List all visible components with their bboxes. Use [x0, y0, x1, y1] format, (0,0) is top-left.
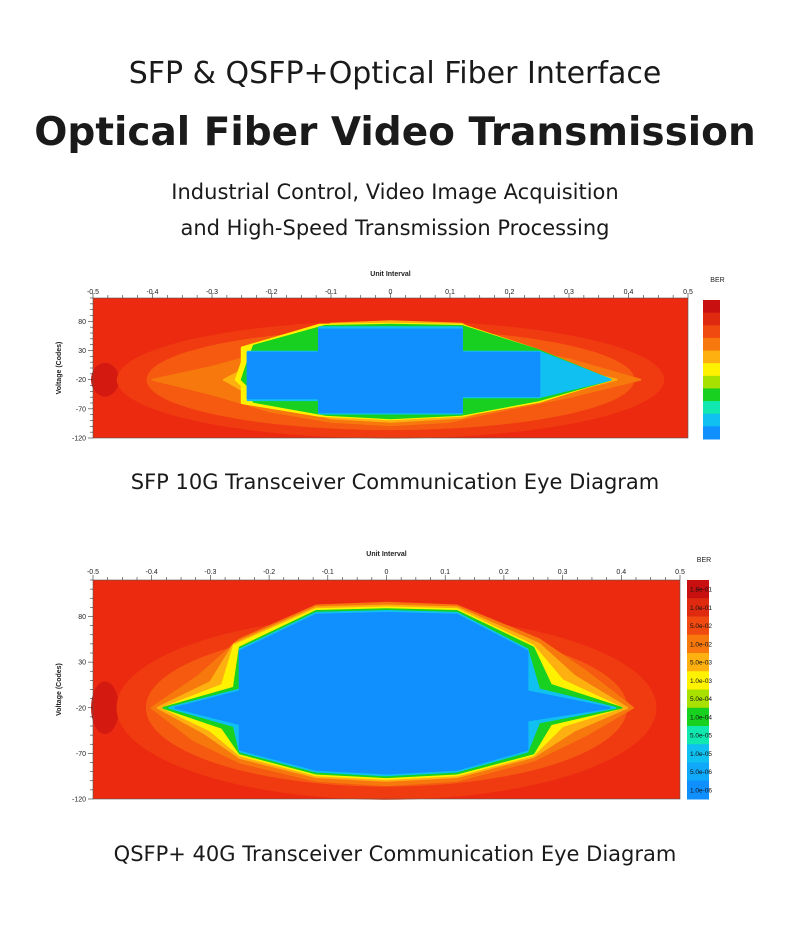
legend-swatch: [687, 762, 709, 782]
legend-label: 5.0e-02: [690, 623, 712, 630]
sfp-chart-caption: SFP 10G Transceiver Communication Eye Di…: [130, 470, 660, 494]
legend-swatch: [687, 689, 709, 709]
y-tick-label: -20: [76, 377, 86, 384]
contour-level-5: [246, 328, 541, 414]
page-title: Optical Fiber Video Transmission: [34, 110, 756, 155]
legend-swatch: [703, 388, 720, 402]
legend-swatch: [703, 337, 720, 352]
legend-title: BER: [697, 557, 711, 564]
legend-swatch: [703, 325, 720, 339]
legend-swatch: [687, 580, 709, 599]
x-tick-label: -0.2: [265, 289, 277, 296]
x-tick-label: -0.3: [206, 289, 218, 296]
legend-title: BER: [710, 277, 724, 284]
y-tick-label: 80: [78, 614, 86, 621]
legend-label: 1.0e-05: [690, 751, 712, 758]
x-tick-label: 0.3: [558, 569, 568, 576]
x-tick-label: -0.5: [87, 569, 99, 576]
legend-label: 1.0e-01: [690, 605, 712, 612]
y-axis-title: Voltage (Codes): [56, 663, 63, 716]
legend-label: 5.0e-05: [690, 733, 712, 740]
legend-swatch: [687, 671, 709, 690]
description-line-2: and High-Speed Transmission Processing: [180, 216, 610, 240]
page-subtitle: SFP & QSFP+Optical Fiber Interface: [128, 56, 662, 91]
contour-level-5: [174, 611, 611, 775]
legend-label: 1.0e-02: [690, 641, 712, 648]
legend-label: 1.8e-01: [690, 587, 712, 594]
qsfp-chart-caption: QSFP+ 40G Transceiver Communication Eye …: [113, 842, 677, 866]
legend-swatch: [687, 780, 709, 800]
x-tick-label: -0.4: [146, 569, 158, 576]
x-tick-label: -0.5: [87, 289, 99, 296]
y-tick-label: 30: [78, 660, 86, 667]
legend-swatch: [703, 375, 720, 389]
legend-swatch: [687, 726, 709, 745]
x-tick-label: 0.5: [683, 289, 693, 296]
legend-label: 5.0e-04: [690, 696, 712, 703]
x-tick-label: -0.2: [263, 569, 275, 576]
legend-label: 1.0e-04: [690, 714, 712, 721]
x-tick-label: -0.1: [322, 569, 334, 576]
left-edge-dark-band: [91, 362, 119, 397]
legend-swatch: [703, 413, 720, 427]
legend-label: 5.0e-03: [690, 660, 712, 667]
legend-swatch: [703, 363, 720, 377]
y-tick-label: 80: [78, 319, 86, 326]
y-tick-label: -70: [76, 406, 86, 413]
legend-swatch: [703, 426, 720, 440]
x-axis-title: Unit Interval: [370, 271, 411, 278]
x-tick-label: 0.2: [499, 569, 509, 576]
y-tick-label: 30: [78, 348, 86, 355]
x-tick-label: 0.4: [624, 289, 634, 296]
legend-swatch: [687, 744, 709, 763]
x-tick-label: 0: [389, 289, 393, 296]
x-tick-label: -0.1: [325, 289, 337, 296]
y-tick-label: -20: [76, 705, 86, 712]
x-tick-label: 0.4: [616, 569, 626, 576]
legend-swatch: [703, 300, 720, 314]
left-edge-dark-band: [91, 681, 119, 735]
x-tick-label: -0.4: [146, 289, 158, 296]
legend-swatch: [703, 350, 720, 364]
legend-swatch: [687, 653, 709, 672]
x-tick-label: 0.1: [440, 569, 450, 576]
y-tick-label: -120: [72, 797, 86, 804]
legend-swatch: [687, 634, 709, 654]
legend-swatch: [703, 312, 720, 326]
legend-swatch: [687, 707, 709, 727]
x-tick-label: 0.1: [445, 289, 455, 296]
x-tick-label: -0.3: [204, 569, 216, 576]
x-tick-label: 0.3: [564, 289, 574, 296]
x-tick-label: 0.2: [505, 289, 515, 296]
legend-swatch: [703, 401, 720, 415]
legend-label: 1.0e-03: [690, 678, 712, 685]
legend-swatch: [687, 616, 709, 636]
y-tick-label: -70: [76, 751, 86, 758]
legend-label: 5.0e-06: [690, 769, 712, 776]
x-tick-label: 0.5: [675, 569, 685, 576]
y-axis-title: Voltage (Codes): [56, 342, 63, 395]
legend-label: 1.0e-06: [690, 787, 712, 794]
y-tick-label: -120: [72, 436, 86, 443]
legend-swatch: [687, 598, 709, 617]
description-line-1: Industrial Control, Video Image Acquisit…: [171, 180, 619, 204]
x-axis-title: Unit Interval: [366, 551, 407, 558]
x-tick-label: 0: [385, 569, 389, 576]
